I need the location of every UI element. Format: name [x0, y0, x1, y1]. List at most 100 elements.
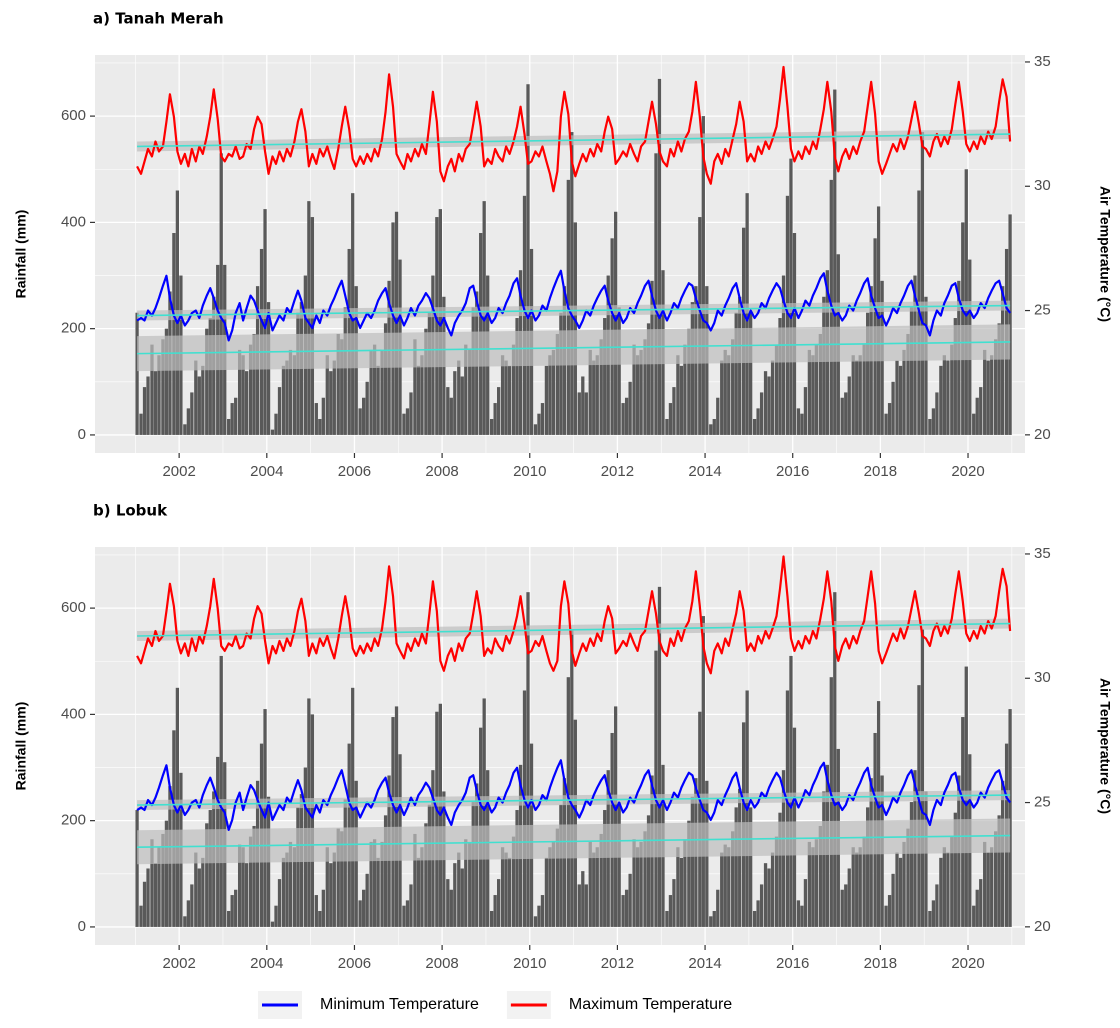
rain-bar: [201, 365, 205, 435]
rain-bar: [639, 349, 643, 435]
rain-bar: [139, 905, 143, 927]
rain-bar: [887, 403, 892, 435]
rain-bar: [493, 895, 497, 927]
rain-bar: [559, 804, 563, 927]
rain-bar: [898, 857, 903, 927]
x-tick-label: 2020: [951, 955, 984, 972]
rain-bar: [643, 831, 647, 927]
rain-bar: [807, 349, 812, 435]
rain-bar: [340, 339, 344, 435]
x-tick-label: 2016: [776, 955, 809, 972]
rain-bar: [471, 307, 475, 435]
rain-bar: [683, 839, 687, 927]
rain-bar: [544, 365, 549, 435]
rain-bar: [153, 371, 158, 435]
rain-bar: [950, 344, 954, 435]
rain-bar: [468, 841, 472, 927]
rain-bar: [993, 831, 998, 927]
rain-bar: [676, 847, 680, 927]
rain-bar: [446, 879, 450, 927]
y2-axis-title: Air Temperature (°C): [1097, 186, 1113, 322]
trend-line: [137, 304, 1011, 317]
rain-bar: [205, 823, 209, 927]
rain-bar: [446, 387, 450, 435]
panel-title: b) Lobuk: [93, 502, 168, 520]
rain-bar: [592, 360, 596, 435]
rain-bar: [800, 413, 804, 435]
y-tick-label: 0: [78, 918, 86, 935]
rain-bar: [624, 397, 629, 435]
y-axis-title: Rainfall (mm): [13, 702, 29, 791]
rain-bar: [274, 413, 278, 435]
rain-bar: [504, 360, 508, 435]
rain-bar: [507, 365, 512, 435]
rain-bar: [164, 328, 169, 435]
x-tick-label: 2002: [162, 463, 195, 480]
rain-bar: [997, 815, 1001, 927]
rain-bar: [759, 392, 764, 435]
rain-bar: [161, 339, 165, 435]
y2-tick-label: 20: [1034, 918, 1051, 935]
rain-bar: [424, 328, 428, 435]
rain-bar: [142, 387, 147, 435]
rain-bar: [935, 884, 939, 927]
rain-bar: [507, 857, 512, 927]
rain-bar: [752, 910, 757, 927]
panel-title: a) Tanah Merah: [93, 10, 224, 28]
rain-bar: [624, 889, 629, 927]
rain-bar: [983, 349, 987, 435]
rain-bar: [435, 711, 439, 927]
rain-bar: [318, 910, 322, 927]
rain-bar: [770, 852, 775, 927]
temperature-line: [136, 269, 1011, 342]
rain-bar: [665, 418, 669, 435]
rain-bar: [201, 857, 205, 927]
rain-bar: [383, 323, 388, 435]
rain-bar: [153, 863, 158, 927]
rain-bar: [774, 836, 779, 927]
rain-bar: [464, 839, 468, 927]
rain-bar: [332, 852, 336, 927]
rain-bar: [917, 685, 921, 927]
rain-bar: [343, 799, 347, 927]
rain-bar: [592, 852, 596, 927]
rain-bar: [862, 836, 866, 927]
rain-bar: [230, 403, 234, 435]
y-tick-label: 600: [61, 107, 86, 124]
rain-bar: [855, 360, 859, 435]
rain-bar: [194, 852, 198, 927]
rain-bar: [895, 360, 899, 435]
rain-bar: [496, 387, 501, 435]
rain-bar: [500, 847, 505, 927]
y2-tick-label: 35: [1034, 545, 1051, 562]
rain-bar: [756, 408, 760, 435]
rain-bar: [581, 871, 585, 927]
rain-bar: [332, 360, 336, 435]
rain-bar: [288, 349, 293, 435]
rain-bar: [953, 812, 957, 927]
rain-bar: [372, 839, 377, 927]
rain-bar: [939, 857, 943, 927]
rain-bar: [383, 815, 388, 927]
rain-bar: [851, 847, 855, 927]
rain-bar: [646, 323, 651, 435]
rain-bar: [679, 857, 684, 927]
rain-bar: [687, 820, 691, 927]
rain-bar: [548, 847, 552, 927]
rain-bar: [325, 355, 329, 435]
rain-bar: [405, 900, 410, 927]
rain-bar: [453, 863, 457, 927]
rain-bar: [906, 828, 910, 927]
x-tick-label: 2014: [688, 463, 721, 480]
rain-bar: [358, 900, 362, 927]
rain-bar: [858, 355, 862, 435]
rain-bar: [844, 884, 848, 927]
rain-bar: [942, 847, 947, 927]
rain-bar: [975, 397, 979, 435]
rain-bar: [683, 344, 687, 435]
rain-bar: [369, 841, 373, 927]
rain-bar: [709, 424, 713, 435]
temperature-line: [136, 759, 1011, 831]
rain-bar: [665, 910, 669, 927]
